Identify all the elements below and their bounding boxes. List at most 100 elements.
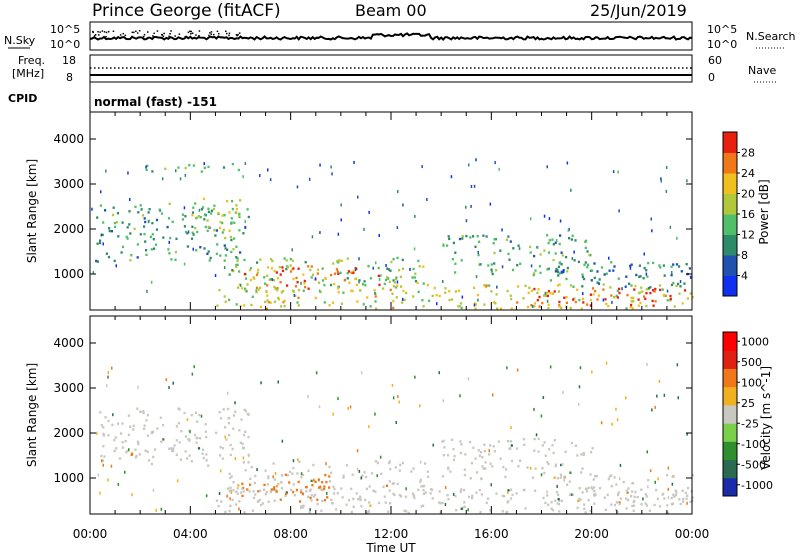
power-cell xyxy=(231,269,234,272)
velocity-cell xyxy=(101,459,105,462)
velocity-cell xyxy=(368,485,371,488)
velocity-cell xyxy=(535,433,538,437)
power-cell xyxy=(660,179,662,183)
power-cell xyxy=(155,228,159,231)
freq-tick-top: 18 xyxy=(62,54,76,67)
velocity-cell xyxy=(581,467,584,470)
colorbar-swatch xyxy=(723,404,737,424)
velocity-ylabel: Slant Range [km] xyxy=(25,363,39,467)
velocity-cell xyxy=(374,490,377,493)
velocity-cell xyxy=(200,414,203,418)
x-tick-label: 08:00 xyxy=(273,527,308,541)
velocity-cell xyxy=(388,489,391,492)
power-cell xyxy=(618,291,621,295)
velocity-cell xyxy=(228,472,231,475)
beam-title: Beam 00 xyxy=(355,1,427,20)
velocity-cell xyxy=(299,500,302,503)
velocity-cell xyxy=(243,511,246,514)
power-cell xyxy=(546,268,549,271)
velocity-cell xyxy=(177,421,180,425)
power-cell xyxy=(337,291,340,294)
power-cell xyxy=(340,218,342,222)
velocity-cell xyxy=(285,491,288,494)
power-x-ticks xyxy=(89,112,693,310)
velocity-cell xyxy=(293,494,297,497)
power-cell xyxy=(235,263,238,267)
velocity-cell xyxy=(679,502,682,506)
velocity-cell xyxy=(389,502,392,505)
velocity-cell xyxy=(411,492,415,495)
power-cell xyxy=(557,265,560,269)
velocity-cell xyxy=(150,431,153,434)
velocity-cell xyxy=(172,449,175,453)
power-cell xyxy=(338,259,341,262)
velocity-cell xyxy=(632,509,635,512)
noise-dot xyxy=(213,33,215,36)
power-cell xyxy=(642,277,645,280)
power-cell xyxy=(661,288,664,291)
noise-dot xyxy=(170,30,172,32)
power-cell xyxy=(426,283,429,287)
velocity-cell xyxy=(195,441,198,444)
velocity-cell xyxy=(324,473,327,477)
velocity-cell xyxy=(228,417,231,420)
velocity-cell xyxy=(417,488,420,492)
velocity-cell xyxy=(488,453,491,456)
nsky-label: N.Sky xyxy=(4,34,36,47)
velocity-cell xyxy=(352,497,355,501)
velocity-cell xyxy=(426,470,429,473)
velocity-cell xyxy=(113,438,116,442)
power-cell xyxy=(545,291,548,295)
power-cell xyxy=(533,305,536,308)
power-cell xyxy=(137,211,140,214)
velocity-cell xyxy=(241,487,244,490)
velocity-cell xyxy=(463,505,466,508)
power-cell xyxy=(280,291,283,294)
power-cell xyxy=(652,261,655,265)
power-cell xyxy=(543,214,546,218)
velocity-cell xyxy=(427,475,430,478)
power-cell xyxy=(276,277,280,280)
velocity-cell xyxy=(459,440,462,443)
power-cell xyxy=(239,283,242,287)
velocity-cell xyxy=(519,459,522,462)
power-cell xyxy=(207,207,210,210)
noise-dot xyxy=(135,30,137,32)
power-cell xyxy=(217,211,220,215)
power-cell xyxy=(308,177,311,181)
power-cell xyxy=(485,235,488,238)
velocity-cell xyxy=(613,476,616,479)
power-cell xyxy=(244,277,248,280)
colorbar-swatch xyxy=(723,234,737,256)
noise-panel xyxy=(89,21,693,51)
velocity-cell xyxy=(221,447,225,450)
power-cell xyxy=(625,275,628,278)
velocity-cell xyxy=(442,399,444,403)
velocity-cell xyxy=(524,507,527,510)
colorbar-swatch xyxy=(723,441,737,461)
power-cell xyxy=(483,303,486,306)
power-cell xyxy=(289,264,292,267)
power-cell xyxy=(184,173,187,177)
velocity-cell xyxy=(606,493,609,497)
power-cell xyxy=(255,286,259,290)
power-cell xyxy=(307,265,310,268)
velocity-cell xyxy=(622,480,625,484)
noise-dot xyxy=(143,35,145,38)
velocity-cell xyxy=(329,471,333,474)
power-cell xyxy=(146,289,148,293)
power-cell xyxy=(613,295,616,299)
velocity-cell xyxy=(633,495,636,499)
power-cell xyxy=(570,238,573,241)
velocity-cell xyxy=(546,494,549,497)
velocity-cell xyxy=(183,411,186,415)
noise-dot xyxy=(187,31,190,34)
power-cell xyxy=(139,233,142,236)
power-cell xyxy=(593,262,596,265)
velocity-cell xyxy=(564,450,567,453)
velocity-cell xyxy=(616,510,619,514)
power-cell xyxy=(593,276,596,280)
power-cell xyxy=(363,280,366,283)
velocity-cell xyxy=(189,430,191,434)
power-cell xyxy=(473,184,476,188)
